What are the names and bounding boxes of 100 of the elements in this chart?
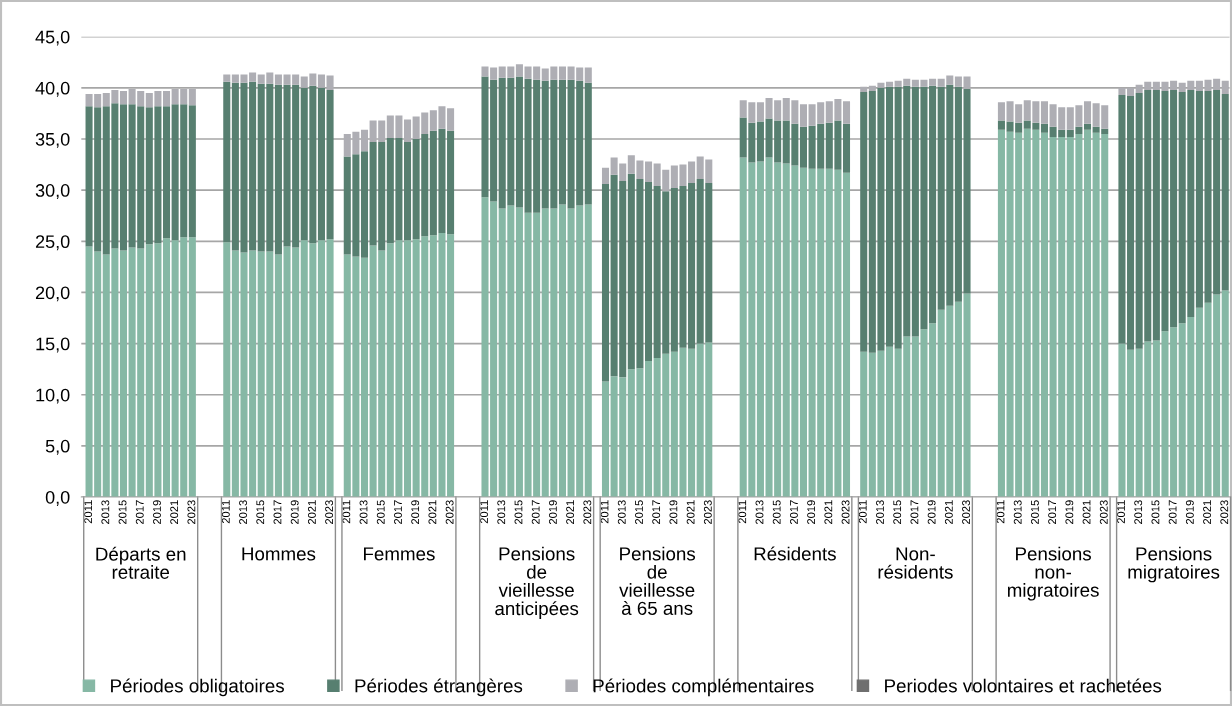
- x-tick-label: 2019: [290, 500, 299, 524]
- bar: [317, 240, 325, 498]
- y-tick-label: 35,0: [35, 132, 70, 148]
- bar: [601, 184, 610, 382]
- bar: [997, 129, 1005, 498]
- bar: [645, 181, 653, 361]
- legend-label: Periodes volontaires et rachetées: [885, 678, 1162, 693]
- legend-label: Périodes étrangères: [355, 678, 523, 697]
- x-tick-label: 2017: [394, 500, 402, 524]
- text: Pensions migratoires: [1128, 546, 1220, 583]
- x-tick-label: 2017: [1048, 500, 1057, 524]
- x-tick-label: 2021: [1203, 500, 1211, 524]
- bar: [688, 348, 696, 498]
- y-tick-label: 40,0: [35, 81, 70, 97]
- bar: [223, 74, 231, 82]
- bar: [1118, 87, 1126, 96]
- x-tick-label: 2015: [1151, 500, 1160, 524]
- x-tick-label: 2021: [1082, 500, 1091, 524]
- bar: [188, 105, 196, 238]
- x-tick-label: 2023: [841, 500, 850, 524]
- x-tick-label: 2013: [497, 500, 506, 524]
- bar: [515, 64, 523, 77]
- bar: [601, 167, 610, 185]
- x-tick-label: 2011: [738, 500, 747, 524]
- bar: [1118, 343, 1126, 498]
- x-tick-label: 2011: [600, 500, 609, 524]
- bar: [756, 121, 764, 162]
- bar: [1083, 123, 1092, 130]
- x-tick-label: 2021: [686, 500, 695, 524]
- y-tick-label: 25,0: [35, 235, 70, 251]
- bar: [326, 75, 334, 90]
- bar: [1221, 290, 1229, 498]
- legend-label: Périodes obligatoires: [111, 678, 284, 697]
- bar: [1127, 96, 1135, 350]
- x-tick-label: 2013: [1134, 500, 1143, 524]
- bar: [558, 204, 566, 498]
- x-tick-label: 2021: [944, 500, 953, 524]
- y-tick-label: 20,0: [35, 286, 70, 302]
- x-tick-label: 2023: [187, 500, 196, 524]
- x-tick-label: 2015: [118, 500, 127, 524]
- bar: [558, 79, 566, 205]
- x-tick-label: 2017: [273, 500, 282, 524]
- bar: [515, 207, 523, 498]
- bar: [317, 87, 325, 241]
- x-tick-label: 2021: [428, 500, 437, 524]
- x-tick-label: 2019: [807, 500, 816, 524]
- bar: [799, 126, 807, 168]
- text: Femmes: [364, 547, 435, 561]
- bar: [688, 161, 696, 183]
- x-tick-label: 2015: [376, 500, 385, 524]
- bar: [886, 81, 894, 87]
- x-tick-label: 2015: [514, 500, 523, 524]
- bar: [326, 239, 334, 498]
- bar: [1083, 129, 1092, 498]
- bar: [645, 360, 653, 498]
- bar: [997, 102, 1005, 121]
- bar: [326, 89, 334, 240]
- bar: [558, 66, 566, 80]
- bar: [188, 237, 196, 498]
- x-tick-label: 2023: [325, 500, 334, 524]
- bar: [447, 130, 455, 235]
- bar: [360, 257, 369, 498]
- bar: [584, 204, 592, 498]
- x-tick-label: 2015: [772, 500, 781, 524]
- bar: [447, 234, 455, 498]
- bar: [860, 91, 868, 352]
- text: Hommes: [242, 547, 316, 561]
- x-tick-label: 2019: [411, 500, 420, 524]
- bar: [1221, 94, 1229, 291]
- x-tick-label: 2017: [531, 500, 540, 524]
- x-tick-label: 2021: [566, 500, 575, 524]
- x-tick-label: 2017: [1168, 500, 1177, 524]
- x-tick-label: 2013: [617, 500, 626, 524]
- x-tick-label: 2015: [893, 500, 902, 524]
- bar: [360, 151, 369, 258]
- y-tick-label: 5,0: [45, 439, 70, 455]
- x-tick-label: 2023: [1220, 500, 1229, 524]
- bar: [223, 81, 231, 243]
- x-tick-label: 2015: [1030, 500, 1039, 524]
- bar: [1127, 87, 1135, 97]
- x-tick-label: 2013: [755, 500, 764, 524]
- x-tick-label: 2013: [101, 500, 110, 524]
- y-tick-label: 45,0: [35, 30, 70, 46]
- text: Non- résidents: [878, 547, 953, 579]
- bar: [584, 67, 592, 83]
- x-tick-label: 2021: [307, 500, 316, 524]
- bar: [119, 250, 128, 498]
- x-tick-label: 2013: [359, 500, 368, 524]
- y-tick-label: 10,0: [36, 388, 70, 404]
- bar: [1040, 123, 1049, 133]
- text: Pensions de vieillesse anticipées: [495, 546, 579, 619]
- x-tick-label: 2011: [84, 500, 93, 524]
- y-tick-label: 15,0: [36, 337, 70, 353]
- x-tick-label: 2017: [135, 500, 144, 524]
- x-tick-label: 2011: [342, 500, 351, 524]
- bar: [645, 161, 653, 182]
- bar: [1221, 80, 1229, 94]
- x-tick-label: 2021: [824, 500, 833, 524]
- x-tick-label: 2019: [927, 500, 936, 524]
- bar: [584, 82, 592, 205]
